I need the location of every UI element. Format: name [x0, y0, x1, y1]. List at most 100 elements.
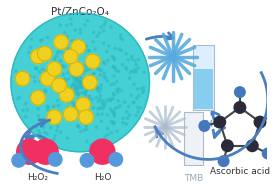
Circle shape	[85, 45, 88, 47]
Circle shape	[109, 98, 112, 100]
Circle shape	[77, 94, 79, 96]
Circle shape	[58, 67, 61, 70]
Circle shape	[112, 98, 114, 100]
Circle shape	[117, 88, 120, 90]
Circle shape	[132, 102, 135, 104]
Circle shape	[135, 114, 137, 117]
FancyBboxPatch shape	[184, 112, 203, 165]
Circle shape	[125, 123, 127, 125]
Circle shape	[81, 69, 83, 71]
Circle shape	[104, 63, 106, 65]
Circle shape	[128, 114, 131, 116]
Circle shape	[111, 110, 113, 112]
Circle shape	[75, 89, 77, 91]
Circle shape	[66, 113, 68, 115]
Circle shape	[52, 105, 55, 108]
Circle shape	[57, 99, 59, 102]
Circle shape	[82, 87, 84, 89]
Circle shape	[48, 83, 50, 85]
Circle shape	[131, 70, 133, 72]
Circle shape	[78, 126, 80, 129]
Circle shape	[75, 68, 77, 70]
Circle shape	[75, 85, 78, 88]
Circle shape	[87, 82, 89, 84]
Circle shape	[74, 92, 76, 95]
Circle shape	[78, 43, 80, 45]
Circle shape	[70, 23, 73, 25]
Circle shape	[114, 67, 117, 70]
Circle shape	[79, 81, 81, 83]
Circle shape	[99, 74, 101, 76]
Circle shape	[77, 125, 79, 127]
Circle shape	[81, 82, 84, 84]
Circle shape	[99, 95, 102, 97]
Circle shape	[117, 70, 120, 72]
Circle shape	[105, 77, 107, 79]
Circle shape	[52, 78, 66, 93]
Circle shape	[84, 92, 86, 95]
Circle shape	[57, 105, 60, 107]
Circle shape	[137, 94, 140, 96]
Circle shape	[39, 71, 41, 73]
Circle shape	[94, 48, 96, 50]
Circle shape	[100, 120, 102, 122]
Circle shape	[64, 38, 66, 40]
Circle shape	[85, 129, 87, 131]
Circle shape	[73, 105, 75, 107]
Circle shape	[34, 67, 37, 69]
Circle shape	[53, 138, 55, 140]
Circle shape	[95, 80, 97, 82]
Circle shape	[55, 55, 58, 57]
Circle shape	[30, 46, 32, 49]
Circle shape	[119, 105, 121, 107]
Circle shape	[120, 37, 122, 39]
Circle shape	[70, 119, 73, 122]
Circle shape	[80, 77, 82, 79]
Circle shape	[113, 113, 116, 116]
Circle shape	[143, 86, 145, 88]
Circle shape	[117, 91, 119, 94]
Circle shape	[137, 58, 140, 61]
Circle shape	[97, 59, 99, 62]
Circle shape	[80, 86, 82, 89]
Circle shape	[120, 90, 123, 92]
Circle shape	[234, 102, 246, 113]
Circle shape	[132, 101, 135, 103]
Circle shape	[82, 72, 84, 74]
Circle shape	[121, 38, 124, 40]
Circle shape	[110, 26, 112, 28]
Circle shape	[121, 64, 124, 66]
Circle shape	[67, 48, 69, 50]
Circle shape	[40, 93, 42, 95]
Circle shape	[79, 104, 81, 106]
Circle shape	[86, 140, 88, 143]
Circle shape	[60, 88, 74, 102]
Circle shape	[83, 49, 86, 51]
Circle shape	[47, 62, 62, 76]
Circle shape	[67, 72, 69, 74]
Circle shape	[71, 84, 73, 86]
Circle shape	[51, 77, 54, 80]
Circle shape	[113, 83, 115, 85]
Circle shape	[71, 101, 73, 103]
Circle shape	[44, 89, 47, 91]
Circle shape	[75, 88, 77, 90]
Circle shape	[86, 20, 89, 22]
Circle shape	[83, 70, 86, 72]
Circle shape	[33, 76, 36, 78]
Circle shape	[106, 80, 108, 82]
Circle shape	[136, 88, 138, 90]
Circle shape	[75, 77, 78, 80]
Circle shape	[134, 60, 136, 62]
Circle shape	[89, 144, 92, 146]
Circle shape	[98, 90, 100, 93]
Circle shape	[80, 82, 82, 84]
Circle shape	[51, 112, 53, 114]
Circle shape	[109, 108, 112, 110]
Circle shape	[106, 50, 108, 53]
Text: Ascorbic acid: Ascorbic acid	[210, 167, 270, 176]
Circle shape	[128, 77, 131, 79]
Circle shape	[81, 82, 83, 84]
Circle shape	[86, 54, 100, 69]
Circle shape	[50, 111, 52, 113]
